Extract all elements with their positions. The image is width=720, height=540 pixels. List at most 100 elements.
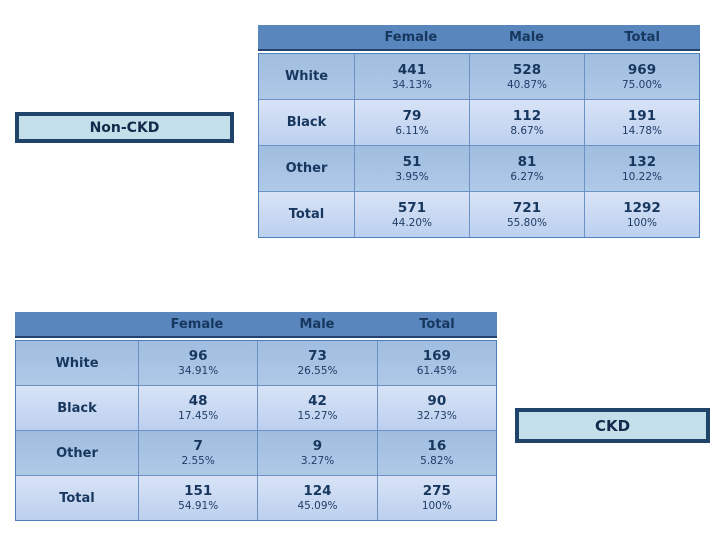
cell-percent: 15.27% bbox=[297, 410, 338, 423]
cell-count: 96 bbox=[188, 348, 208, 365]
table-row: Black 79 6.11% 112 8.67% 191 14.78% bbox=[259, 99, 699, 145]
data-cell: 96 34.91% bbox=[138, 341, 257, 385]
row-label: White bbox=[284, 69, 329, 84]
table-body: White 96 34.91% 73 26.55% 169 61.45% Black 48 17.… bbox=[15, 340, 497, 521]
cell-percent: 75.00% bbox=[621, 78, 663, 91]
cell-percent: 45.09% bbox=[297, 500, 338, 513]
cell-percent: 100% bbox=[626, 216, 658, 229]
data-cell: 9 3.27% bbox=[257, 431, 376, 475]
cell-percent: 3.95% bbox=[395, 170, 429, 183]
cell-percent: 2.55% bbox=[181, 455, 215, 468]
table-header-row: Female Male Total bbox=[258, 25, 700, 51]
table-header-row: Female Male Total bbox=[15, 312, 497, 338]
cell-count: 42 bbox=[308, 393, 327, 410]
data-cell: 275 100% bbox=[376, 476, 496, 520]
ckd-table: Female Male Total White 96 34.91% 73 26.55% 169… bbox=[15, 312, 497, 521]
row-label-cell: Total bbox=[259, 192, 354, 237]
cell-percent: 8.67% bbox=[510, 124, 544, 137]
data-cell: 169 61.45% bbox=[376, 341, 496, 385]
cell-percent: 34.91% bbox=[178, 365, 219, 378]
row-label: Other bbox=[285, 161, 328, 176]
column-header: Female bbox=[170, 316, 224, 332]
cell-percent: 6.11% bbox=[395, 124, 429, 137]
data-cell: 721 55.80% bbox=[469, 192, 584, 237]
cell-count: 90 bbox=[427, 393, 447, 410]
column-header: Total bbox=[419, 316, 455, 332]
cell-percent: 40.87% bbox=[506, 78, 548, 91]
cell-count: 169 bbox=[422, 348, 451, 365]
row-label: Black bbox=[57, 400, 97, 416]
ckd-label: CKD bbox=[594, 416, 631, 435]
column-header: Male bbox=[299, 316, 335, 332]
data-cell: 528 40.87% bbox=[469, 54, 584, 99]
row-label: Other bbox=[56, 445, 98, 461]
cell-percent: 26.55% bbox=[297, 365, 338, 378]
data-cell: 571 44.20% bbox=[354, 192, 469, 237]
data-cell: 90 32.73% bbox=[376, 386, 496, 430]
table-row: Black 48 17.45% 42 15.27% 90 32.73% bbox=[16, 385, 496, 430]
cell-count: 73 bbox=[308, 348, 327, 365]
data-cell: 124 45.09% bbox=[257, 476, 376, 520]
data-cell: 132 10.22% bbox=[584, 146, 699, 191]
non-ckd-table: Female Male Total White 441 34.13% 528 40.87% 9… bbox=[258, 25, 700, 238]
cell-count: 132 bbox=[627, 153, 657, 170]
row-label: Black bbox=[286, 115, 327, 130]
cell-count: 969 bbox=[627, 61, 657, 78]
cell-percent: 61.45% bbox=[416, 365, 457, 378]
data-cell: 112 8.67% bbox=[469, 100, 584, 145]
data-cell: 42 15.27% bbox=[257, 386, 376, 430]
data-cell: 969 75.00% bbox=[584, 54, 699, 99]
row-label: Total bbox=[59, 490, 95, 506]
cell-count: 721 bbox=[512, 199, 542, 216]
row-label-cell: Total bbox=[16, 476, 138, 520]
cell-percent: 10.22% bbox=[621, 170, 663, 183]
row-label: White bbox=[55, 355, 99, 371]
cell-percent: 100% bbox=[421, 500, 452, 513]
cell-percent: 44.20% bbox=[391, 216, 433, 229]
cell-count: 151 bbox=[184, 483, 213, 500]
non-ckd-label-box: Non-CKD bbox=[15, 112, 234, 143]
cell-count: 441 bbox=[397, 61, 427, 78]
row-label-cell: White bbox=[16, 341, 138, 385]
data-cell: 81 6.27% bbox=[469, 146, 584, 191]
cell-count: 9 bbox=[312, 438, 323, 455]
cell-count: 48 bbox=[188, 393, 208, 410]
cell-count: 1292 bbox=[623, 199, 661, 216]
cell-percent: 5.82% bbox=[420, 455, 454, 468]
table-row: Other 51 3.95% 81 6.27% 132 10.22% bbox=[259, 145, 699, 191]
cell-count: 124 bbox=[303, 483, 332, 500]
data-cell: 51 3.95% bbox=[354, 146, 469, 191]
data-cell: 191 14.78% bbox=[584, 100, 699, 145]
data-cell: 79 6.11% bbox=[354, 100, 469, 145]
non-ckd-label: Non-CKD bbox=[89, 119, 160, 136]
cell-percent: 3.27% bbox=[300, 455, 335, 468]
data-cell: 48 17.45% bbox=[138, 386, 257, 430]
cell-count: 191 bbox=[627, 107, 657, 124]
cell-count: 51 bbox=[402, 153, 422, 170]
ckd-label-box: CKD bbox=[515, 408, 710, 443]
table-row: White 441 34.13% 528 40.87% 969 75.00% bbox=[259, 54, 699, 99]
cell-percent: 32.73% bbox=[416, 410, 457, 423]
header-corner-cell bbox=[15, 312, 137, 336]
table-row: Other 7 2.55% 9 3.27% 16 5.82% bbox=[16, 430, 496, 475]
cell-count: 7 bbox=[193, 438, 203, 455]
cell-count: 79 bbox=[402, 107, 422, 124]
column-header: Total bbox=[624, 29, 660, 45]
row-label-cell: White bbox=[259, 54, 354, 99]
column-header: Male bbox=[509, 29, 544, 45]
column-header: Female bbox=[384, 29, 438, 45]
cell-percent: 6.27% bbox=[510, 170, 544, 183]
cell-count: 81 bbox=[517, 153, 537, 170]
cell-count: 528 bbox=[512, 61, 542, 78]
cell-count: 112 bbox=[512, 107, 542, 124]
data-cell: 73 26.55% bbox=[257, 341, 376, 385]
table-body: White 441 34.13% 528 40.87% 969 75.00% Black 79 6… bbox=[258, 53, 700, 238]
cell-percent: 55.80% bbox=[506, 216, 548, 229]
data-cell: 7 2.55% bbox=[138, 431, 257, 475]
data-cell: 441 34.13% bbox=[354, 54, 469, 99]
cell-percent: 17.45% bbox=[178, 410, 219, 423]
row-label: Total bbox=[288, 207, 325, 222]
header-corner-cell bbox=[258, 25, 353, 49]
cell-count: 571 bbox=[397, 199, 427, 216]
